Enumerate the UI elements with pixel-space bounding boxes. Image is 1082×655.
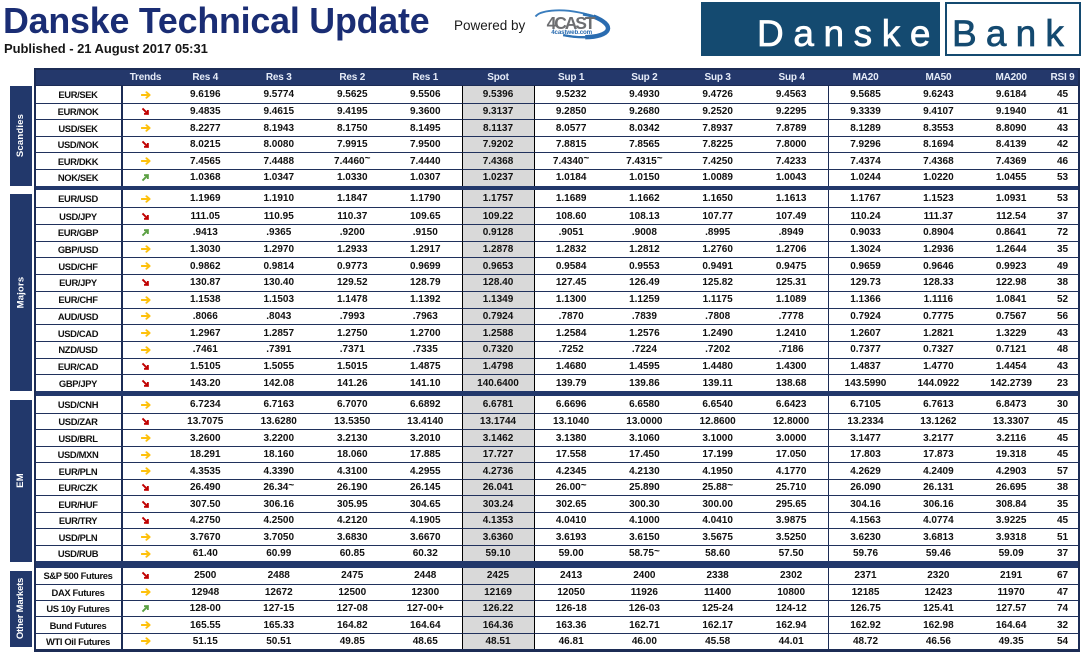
svg-text:4castweb.com: 4castweb.com xyxy=(551,29,592,36)
svg-text:4CAST: 4CAST xyxy=(547,13,596,33)
